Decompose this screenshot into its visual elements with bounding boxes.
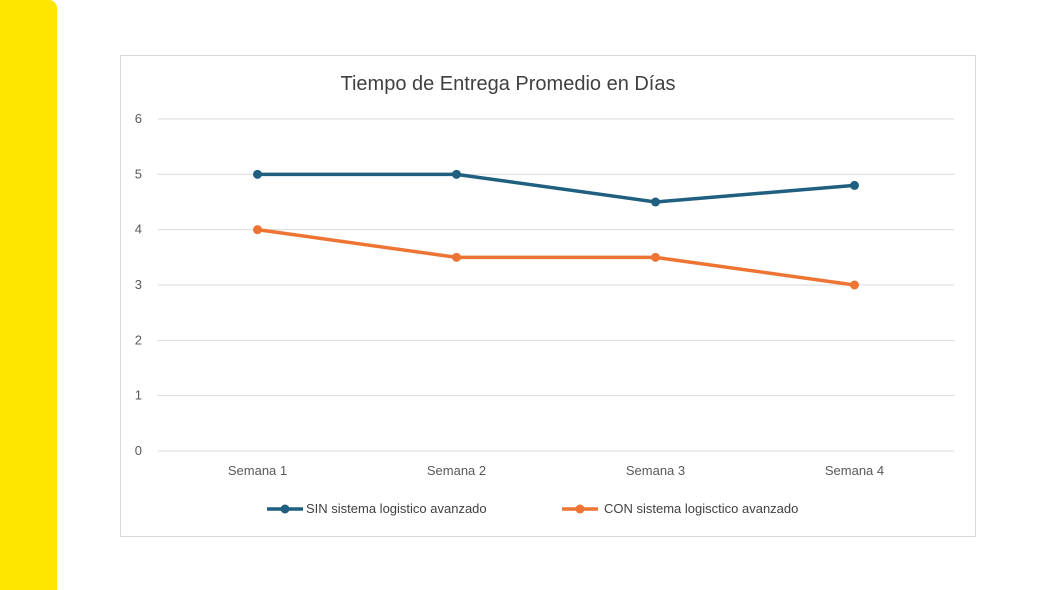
data-point	[253, 169, 262, 179]
x-tick-label: Semana 1	[228, 463, 287, 478]
y-tick-label: 4	[135, 222, 142, 237]
chart-title: Tiempo de Entrega Promedio en Días	[341, 73, 676, 95]
series-0	[253, 169, 859, 207]
legend-marker	[575, 504, 585, 514]
series-line	[255, 172, 857, 204]
yellow-accent-bar	[0, 0, 57, 590]
data-point	[850, 280, 859, 290]
x-tick-label: Semana 4	[825, 463, 884, 478]
legend-item-0: SIN sistema logistico avanzado	[267, 501, 487, 516]
chart-frame	[120, 55, 976, 537]
y-axis-tick-labels: 0 1 2 3 4 5 6	[135, 111, 142, 458]
data-point	[452, 169, 461, 179]
data-point	[651, 197, 660, 207]
x-axis-tick-labels: Semana 1 Semana 2 Semana 3 Semana 4	[228, 463, 884, 478]
legend: SIN sistema logistico avanzado CON sistem…	[267, 501, 798, 516]
legend-label: CON sistema logisctico avanzado	[604, 501, 798, 516]
y-tick-label: 5	[135, 166, 142, 181]
legend-item-1: CON sistema logisctico avanzado	[562, 501, 798, 516]
y-tick-label: 1	[135, 388, 142, 403]
series-lines	[253, 169, 859, 290]
legend-label: SIN sistema logistico avanzado	[306, 501, 487, 516]
y-tick-label: 3	[135, 277, 142, 292]
gridlines	[158, 118, 954, 452]
data-point	[253, 225, 262, 235]
y-tick-label: 0	[135, 443, 142, 458]
series-line	[255, 227, 857, 287]
series-1	[253, 225, 859, 290]
y-tick-label: 6	[135, 111, 142, 126]
x-tick-label: Semana 3	[626, 463, 685, 478]
data-point	[651, 252, 660, 262]
y-tick-label: 2	[135, 332, 142, 347]
data-point	[850, 180, 859, 190]
legend-marker	[280, 504, 290, 514]
data-point	[452, 252, 461, 262]
x-tick-label: Semana 2	[427, 463, 486, 478]
